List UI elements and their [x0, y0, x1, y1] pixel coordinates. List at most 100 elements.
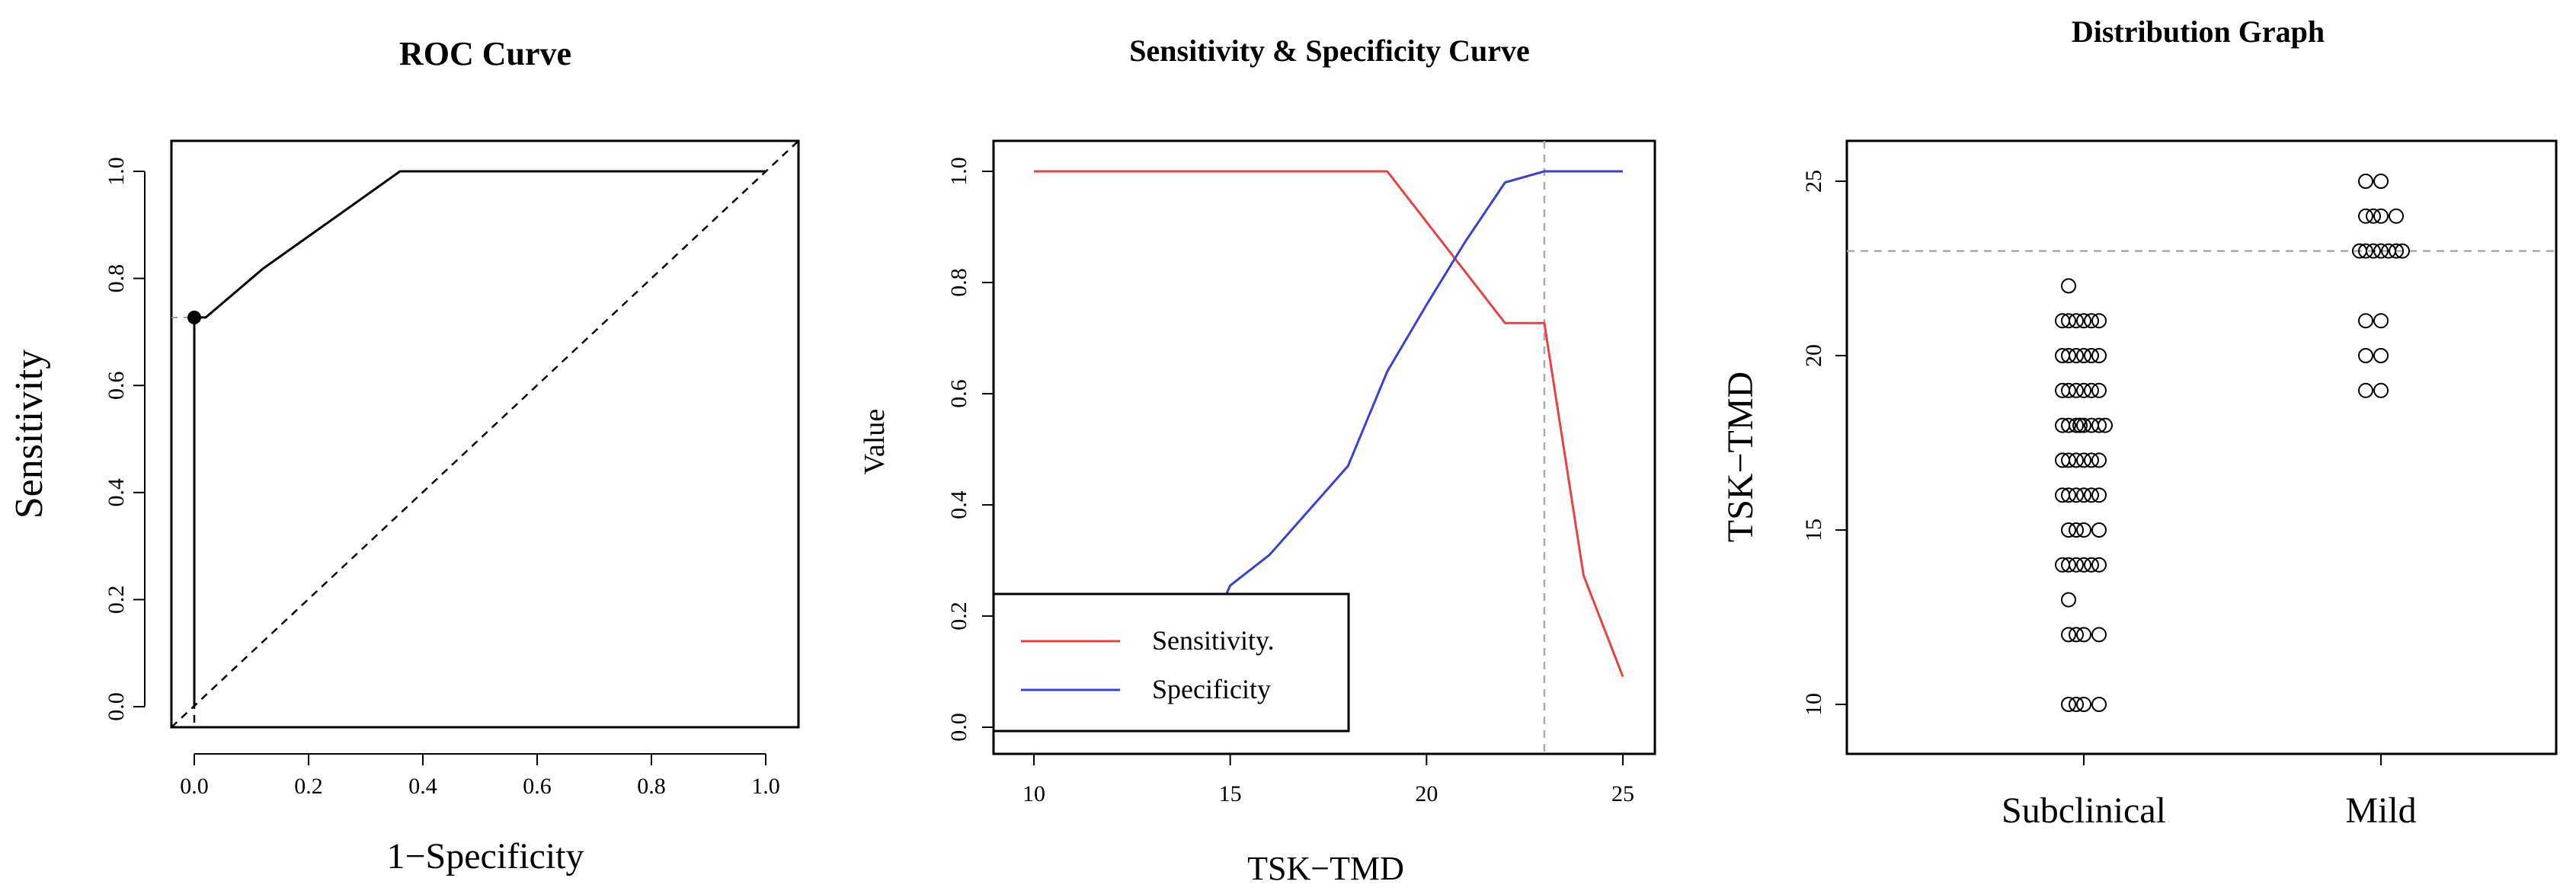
mild-point — [2389, 208, 2404, 224]
roc-x-tick-label: 0.4 — [408, 774, 437, 799]
subclinical-point — [2061, 348, 2076, 363]
subclinical-point — [2091, 417, 2107, 433]
subclinical-point — [2061, 382, 2076, 398]
distribution-x-axis: Subclinical Mild — [2002, 753, 2417, 831]
roc-x-tick-label: 0.8 — [637, 774, 666, 799]
mild-point — [2373, 348, 2389, 363]
mild-point — [2373, 243, 2389, 259]
sens-spec-panel: Sensitivity & Specificity Curve 10 15 20 25… — [859, 34, 1656, 887]
sens-spec-x-axis: 10 15 20 25 — [1022, 753, 1634, 806]
roc-panel: ROC Curve 0.0 0.2 0.4 0.6 0.8 1.0 0.00.20.40.… — [8, 35, 800, 876]
subclinical-point — [2061, 557, 2076, 573]
subclinical-point — [2084, 452, 2099, 468]
distribution-y-tick-label: 10 — [1801, 693, 1826, 716]
subclinical-point — [2076, 487, 2091, 503]
mild-point — [2366, 208, 2381, 224]
sens-spec-x-tick-label: 10 — [1022, 781, 1045, 806]
subclinical-point — [2055, 487, 2070, 503]
subclinical-point — [2061, 313, 2076, 329]
mild-point — [2389, 243, 2404, 259]
subclinical-point — [2091, 313, 2107, 329]
subclinical-point — [2072, 417, 2088, 433]
sens-spec-y-axis: 0.0 0.2 0.4 0.6 0.8 1.0 — [946, 157, 994, 742]
distribution-category-label: Mild — [2345, 790, 2416, 831]
roc-y-tick-label: 1.0 — [104, 157, 129, 186]
roc-y-tick-label: 0.0 — [104, 692, 129, 721]
mild-point — [2352, 243, 2367, 259]
subclinical-point — [2061, 487, 2076, 503]
subclinical-point — [2076, 348, 2091, 363]
sensitivity-line — [1034, 170, 1624, 678]
roc-y-tick-label: 0.2 — [104, 586, 129, 615]
legend-sensitivity-label: Sensitivity. — [1152, 625, 1275, 656]
subclinical-point — [2069, 522, 2084, 538]
subclinical-point — [2091, 487, 2107, 503]
subclinical-point — [2076, 417, 2091, 433]
subclinical-point — [2091, 557, 2107, 573]
subclinical-point — [2084, 382, 2099, 398]
subclinical-point — [2076, 522, 2091, 538]
subclinical-point — [2061, 522, 2076, 538]
sens-spec-y-tick-label: 0.2 — [946, 602, 971, 631]
roc-x-tick-label: 0.2 — [294, 774, 323, 799]
distribution-y-axis: 10 15 20 25 — [1801, 170, 1848, 716]
sens-spec-y-tick-label: 0.6 — [946, 379, 971, 408]
roc-reference-line — [171, 140, 799, 728]
legend-box — [992, 592, 1350, 733]
sens-spec-x-tick-label: 25 — [1611, 781, 1634, 806]
subclinical-point — [2076, 382, 2091, 398]
roc-x-tick-label: 0.0 — [180, 774, 209, 799]
mild-point — [2373, 174, 2389, 189]
mild-point — [2373, 382, 2389, 398]
subclinical-point — [2055, 313, 2070, 329]
subclinical-point — [2091, 697, 2107, 712]
distribution-title: Distribution Graph — [2072, 14, 2325, 49]
subclinical-point — [2055, 417, 2070, 433]
subclinical-point — [2069, 697, 2084, 712]
sens-spec-y-tick-label: 0.0 — [946, 713, 971, 742]
subclinical-point — [2091, 348, 2107, 363]
roc-plot-area — [171, 140, 799, 728]
mild-point — [2358, 243, 2373, 259]
distribution-y-label: TSK−TMD — [1720, 372, 1761, 542]
subclinical-point — [2076, 697, 2091, 712]
subclinical-point — [2061, 592, 2076, 608]
distribution-y-tick-label: 20 — [1801, 344, 1826, 367]
distribution-plot-frame — [1845, 139, 2558, 755]
roc-y-tick-label: 0.8 — [104, 264, 129, 293]
mild-point — [2373, 313, 2389, 329]
subclinical-point — [2055, 382, 2070, 398]
subclinical-point — [2061, 452, 2076, 468]
subclinical-point — [2055, 557, 2070, 573]
subclinical-point — [2084, 487, 2099, 503]
mild-point — [2358, 208, 2373, 224]
subclinical-point — [2098, 417, 2113, 433]
mild-point — [2358, 174, 2373, 189]
subclinical-point — [2076, 313, 2091, 329]
subclinical-point — [2091, 382, 2107, 398]
mild-point — [2358, 382, 2373, 398]
sens-spec-legend: Sensitivity. Specificity — [992, 592, 1350, 733]
subclinical-point — [2061, 278, 2076, 294]
roc-optimal-point — [187, 310, 201, 324]
subclinical-point — [2091, 452, 2107, 468]
roc-x-label: 1−Specificity — [386, 836, 584, 876]
roc-x-tick-label: 1.0 — [751, 774, 780, 799]
roc-x-axis: 0.0 0.2 0.4 0.6 0.8 1.0 — [180, 753, 780, 799]
mild-point — [2373, 208, 2389, 224]
legend-specificity-label: Specificity — [1152, 674, 1271, 704]
subclinical-point — [2091, 522, 2107, 538]
mild-point — [2358, 348, 2373, 363]
mild-point — [2395, 243, 2410, 259]
mild-point — [2358, 313, 2373, 329]
subclinical-point — [2055, 452, 2070, 468]
sens-spec-x-label: TSK−TMD — [1247, 850, 1404, 887]
subclinical-point — [2084, 313, 2099, 329]
sens-spec-x-tick-label: 20 — [1415, 781, 1438, 806]
subclinical-point — [2084, 348, 2099, 363]
subclinical-point — [2091, 627, 2107, 643]
roc-y-tick-label: 0.4 — [104, 478, 129, 507]
subclinical-point — [2055, 348, 2070, 363]
roc-y-label: Sensitivity — [8, 350, 51, 519]
